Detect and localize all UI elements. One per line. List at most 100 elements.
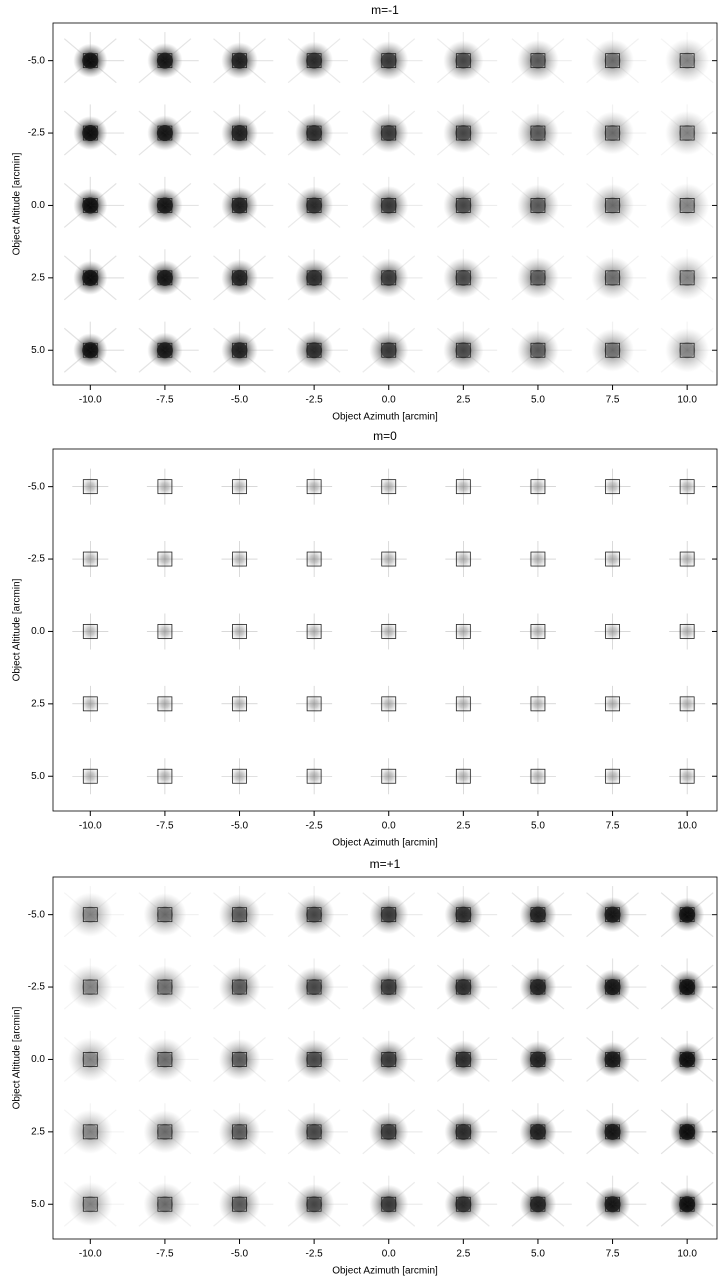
spot-ray [686,255,714,279]
spot-core [455,1123,472,1140]
y-tick-label: -2.5 [28,128,46,139]
spot-box [605,270,620,286]
psf-spot [519,685,556,722]
psf-spot [370,685,407,722]
spot-ray [511,182,539,206]
spot-core [231,52,248,69]
x-tick-label: -5.0 [231,1249,249,1260]
spot-ray [436,204,464,228]
spot-box [157,479,173,495]
spot-ray [686,38,714,62]
psf-spot [213,32,274,84]
y-tick-label: -5.0 [28,909,46,920]
spot-ray [660,349,688,373]
y-tick-label: 0.0 [31,1054,45,1065]
spot-ray [313,1036,341,1060]
spot-box [381,907,397,923]
spot-core [455,342,472,359]
plot-frame [52,22,718,386]
spot-box [232,551,247,567]
spot-ray [213,1036,240,1060]
spot-core [604,52,621,69]
spot-halo [443,112,484,154]
psf-spot [63,958,125,1010]
spot-box [306,1196,322,1212]
x-tick-label: -10.0 [79,395,102,406]
spot-ray [239,1203,266,1227]
psf-spot [586,1175,647,1227]
spot-box [605,624,620,639]
psf-spot [660,958,718,1010]
spot-box [530,1196,546,1212]
spot-core [156,1123,173,1140]
spot-box [530,198,546,213]
spot-box [679,1052,695,1067]
spot-core [231,979,248,996]
spot-core [529,342,546,359]
spot-halo [591,256,634,300]
psf-spot [296,758,333,795]
spot-box [381,696,397,712]
psf-spot [213,1103,274,1155]
psf-spot [362,1030,423,1082]
plot-frame [52,448,718,812]
psf-spot [146,685,183,722]
spot-core [156,52,173,69]
spot-ray [313,1109,341,1133]
spot-ray [213,1203,240,1227]
spot-ray [462,327,490,351]
psf-spot [436,249,498,301]
psf-spot [511,249,572,301]
psf-spot [660,321,718,373]
spot-halo [143,965,187,1009]
spot-ray [612,182,639,206]
spot-box [605,198,620,213]
psf-spot [146,468,183,505]
spot-box [157,125,173,141]
spot-halo [68,892,113,937]
spot-box [157,1124,173,1140]
psf-spot [594,685,631,722]
psf-spot [138,1175,199,1227]
spot-box [306,696,322,712]
x-tick-label: 7.5 [606,395,620,406]
spot-ray [462,204,490,228]
spot-core [380,906,397,923]
spot-ray [537,277,565,301]
psf-spot [287,104,348,156]
psf-spot [660,886,718,938]
spot-ray [436,182,464,206]
spot-box [232,1124,247,1140]
psf-spot [660,1103,718,1155]
spot-ray [686,110,714,134]
psf-spot [213,249,274,301]
spot-ray [63,1131,91,1155]
spot-halo [517,112,559,154]
psf-spot [660,1030,718,1082]
psf-spot [436,958,498,1010]
spot-box [82,198,98,213]
psf-spot [511,886,572,938]
spot-box [306,1124,322,1140]
psf-spot [511,1103,572,1155]
spot-box [306,125,322,141]
spot-core [82,1196,99,1213]
spot-box [232,125,247,141]
spot-core [455,1051,472,1068]
spot-core [604,1051,621,1068]
psf-spot [63,886,125,938]
spot-ray [138,1181,166,1205]
spot-box [679,1124,695,1140]
psf-spot [445,613,482,650]
spot-box [605,551,620,567]
y-tick-label: 2.5 [31,1126,45,1137]
spot-ray [612,255,639,279]
spot-core [156,269,173,286]
psf-spot [436,886,498,938]
spot-core [156,125,173,142]
spot-ray [537,182,565,206]
psf-spot [362,32,423,84]
psf-spot [669,613,706,650]
spot-ray [89,1036,117,1060]
spot-ray [239,964,266,988]
